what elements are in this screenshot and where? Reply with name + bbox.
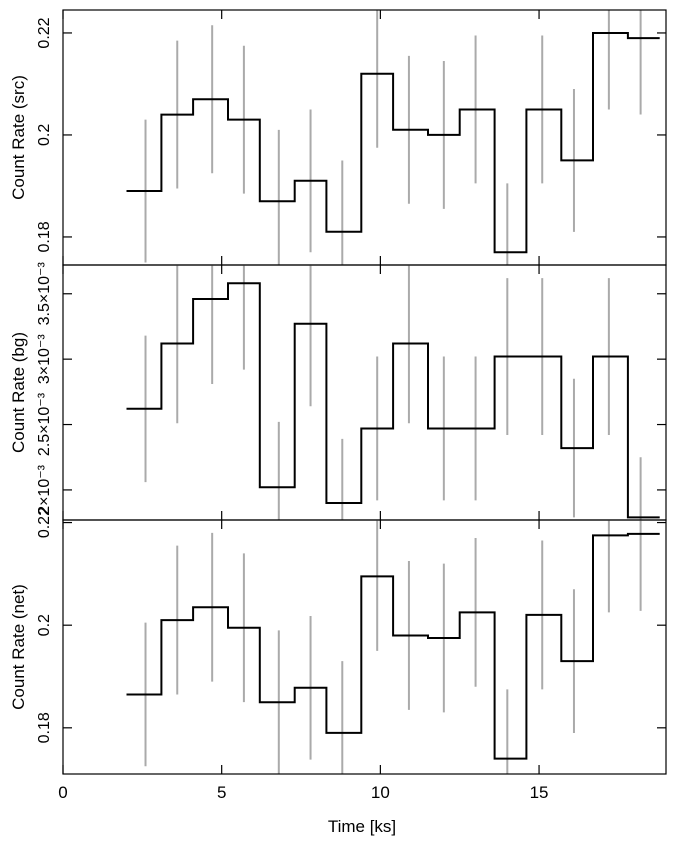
- step-line-net: [126, 532, 660, 760]
- step-line-src: [126, 32, 660, 254]
- panel-net: 0.18 0.2 0.22 Count Rate (net): [9, 507, 667, 775]
- x-ticks-bg: [62, 265, 540, 520]
- error-bars-src: [144, 10, 642, 265]
- x-ticks-net: [62, 520, 540, 774]
- y-tick-label-bg-0: 2×10⁻³: [36, 464, 53, 514]
- frame-bg: [62, 264, 667, 521]
- x-ticks-src: [62, 10, 540, 265]
- step-line-bg: [126, 282, 660, 519]
- y-tick-label-src-2: 0.22: [36, 17, 53, 48]
- y-tick-label-net-2: 0.22: [36, 507, 53, 538]
- x-axis-label: Time [ks]: [328, 817, 396, 836]
- y-tick-label-net-0: 0.18: [36, 712, 53, 743]
- y-tick-label-net-1: 0.2: [36, 614, 53, 636]
- y-ticks-src: 0.18 0.2 0.22: [36, 17, 666, 252]
- y-tick-label-bg-1: 2.5×10⁻³: [36, 392, 53, 456]
- y-axis-label-net: Count Rate (net): [9, 584, 28, 710]
- x-tick-labels: 0 5 10 15: [58, 783, 548, 802]
- y-tick-label-bg-3: 3.5×10⁻³: [36, 262, 53, 326]
- y-tick-label-bg-2: 3×10⁻³: [36, 334, 53, 384]
- frame-net: [62, 519, 667, 775]
- panel-src: 0.18 0.2 0.22 Count Rate (src): [9, 9, 667, 266]
- y-tick-label-src-1: 0.2: [36, 124, 53, 146]
- x-tick-label-1: 5: [217, 783, 226, 802]
- y-axis-label-src: Count Rate (src): [9, 75, 28, 200]
- x-tick-label-3: 15: [530, 783, 549, 802]
- panel-bg: 2×10⁻³ 2.5×10⁻³ 3×10⁻³ 3.5×10⁻³ Count Rate …: [9, 262, 667, 521]
- y-tick-label-src-0: 0.18: [36, 221, 53, 252]
- error-bars-net: [144, 520, 642, 774]
- y-ticks-bg: 2×10⁻³ 2.5×10⁻³ 3×10⁻³ 3.5×10⁻³: [36, 262, 666, 515]
- y-axis-label-bg: Count Rate (bg): [9, 332, 28, 453]
- frame-src: [62, 9, 667, 266]
- x-tick-label-2: 10: [371, 783, 390, 802]
- y-ticks-net: 0.18 0.2 0.22: [36, 507, 666, 743]
- x-tick-label-0: 0: [58, 783, 67, 802]
